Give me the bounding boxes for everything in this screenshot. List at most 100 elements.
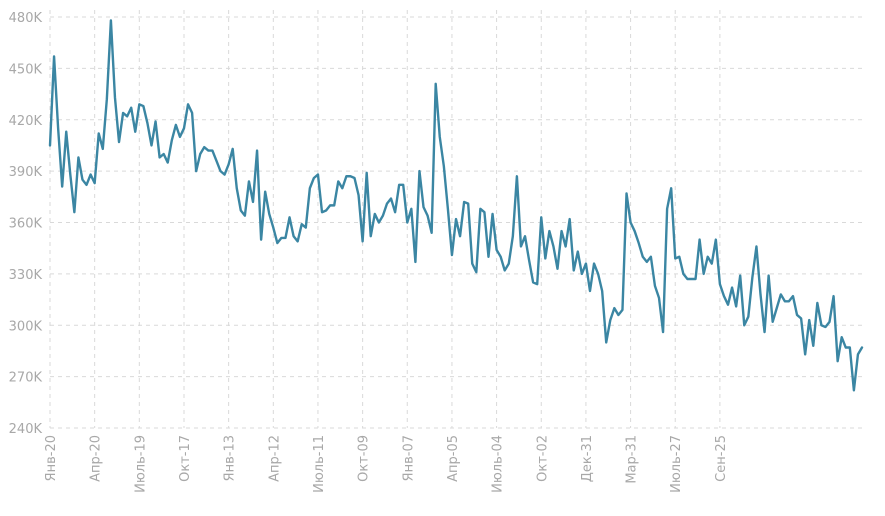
- data-point: [77, 156, 79, 158]
- data-point: [317, 173, 319, 175]
- data-point: [820, 324, 822, 326]
- data-point: [195, 170, 197, 172]
- data-point: [252, 201, 254, 203]
- data-point: [215, 160, 217, 162]
- data-point: [771, 321, 773, 323]
- x-tick-label: Янв-13: [223, 435, 238, 481]
- data-point: [731, 286, 733, 288]
- data-point: [508, 262, 510, 264]
- x-axis: Янв-20 Апр-20 Июль-19 Окт-17 Янв-13 Апр-12 Июл…: [44, 435, 729, 493]
- data-point: [678, 256, 680, 258]
- data-point: [134, 131, 136, 133]
- data-point: [158, 156, 160, 158]
- data-point: [305, 226, 307, 228]
- data-point: [698, 238, 700, 240]
- data-point: [288, 216, 290, 218]
- data-point: [203, 146, 205, 148]
- data-point: [702, 273, 704, 275]
- data-point: [268, 213, 270, 215]
- data-point: [715, 238, 717, 240]
- data-point: [812, 345, 814, 347]
- data-point: [236, 187, 238, 189]
- data-point: [666, 208, 668, 210]
- data-point: [418, 170, 420, 172]
- data-point: [788, 300, 790, 302]
- data-point: [836, 360, 838, 362]
- data-point: [256, 149, 258, 151]
- data-point: [378, 221, 380, 223]
- data-point: [593, 262, 595, 264]
- data-point: [491, 213, 493, 215]
- data-point: [93, 182, 95, 184]
- data-point: [370, 235, 372, 237]
- data-point: [520, 245, 522, 247]
- data-point: [439, 136, 441, 138]
- data-point: [154, 120, 156, 122]
- data-point: [711, 262, 713, 264]
- data-point: [674, 257, 676, 259]
- data-point: [162, 153, 164, 155]
- data-point: [223, 173, 225, 175]
- data-point: [426, 214, 428, 216]
- data-point: [447, 208, 449, 210]
- data-point: [390, 197, 392, 199]
- data-point: [853, 389, 855, 391]
- data-point: [609, 319, 611, 321]
- data-point: [682, 273, 684, 275]
- data-point: [739, 274, 741, 276]
- x-tick-label: Окт-02: [535, 435, 550, 482]
- data-point: [284, 237, 286, 239]
- data-point: [573, 269, 575, 271]
- data-point: [800, 317, 802, 319]
- x-tick-label: Янв-20: [44, 435, 59, 481]
- x-tick-label: Мар-31: [625, 435, 640, 484]
- y-tick-label: 390K: [9, 165, 43, 180]
- data-point: [670, 187, 672, 189]
- data-point: [309, 187, 311, 189]
- data-point: [353, 177, 355, 179]
- data-point: [556, 268, 558, 270]
- data-point: [227, 163, 229, 165]
- x-tick-label: Окт-17: [178, 435, 193, 482]
- y-tick-label: 300K: [9, 319, 43, 334]
- x-tick-label: Окт-09: [357, 435, 372, 482]
- data-point: [114, 96, 116, 98]
- data-point: [759, 293, 761, 295]
- data-point: [150, 144, 152, 146]
- data-point: [816, 302, 818, 304]
- data-point: [191, 112, 193, 114]
- data-point: [633, 230, 635, 232]
- data-point: [183, 127, 185, 129]
- data-point: [536, 283, 538, 285]
- data-point: [292, 235, 294, 237]
- data-point: [857, 353, 859, 355]
- data-point: [727, 304, 729, 306]
- data-point: [516, 175, 518, 177]
- data-point: [240, 209, 242, 211]
- data-point: [642, 256, 644, 258]
- data-point: [232, 148, 234, 150]
- x-tick-label: Дек-31: [580, 435, 595, 482]
- y-tick-label: 360K: [9, 217, 43, 232]
- data-point: [272, 226, 274, 228]
- y-tick-label: 330K: [9, 268, 43, 283]
- data-point: [504, 269, 506, 271]
- data-point: [475, 271, 477, 273]
- data-point: [81, 178, 83, 180]
- data-point: [532, 281, 534, 283]
- data-point: [130, 107, 132, 109]
- data-point: [244, 214, 246, 216]
- data-point: [528, 259, 530, 261]
- data-point: [260, 238, 262, 240]
- data-point: [499, 256, 501, 258]
- data-point: [483, 211, 485, 213]
- data-point: [296, 240, 298, 242]
- data-point: [276, 242, 278, 244]
- data-point: [402, 184, 404, 186]
- data-point: [544, 257, 546, 259]
- y-tick-label: 240K: [9, 422, 43, 437]
- data-point: [118, 141, 120, 143]
- data-point: [313, 177, 315, 179]
- data-point: [49, 144, 51, 146]
